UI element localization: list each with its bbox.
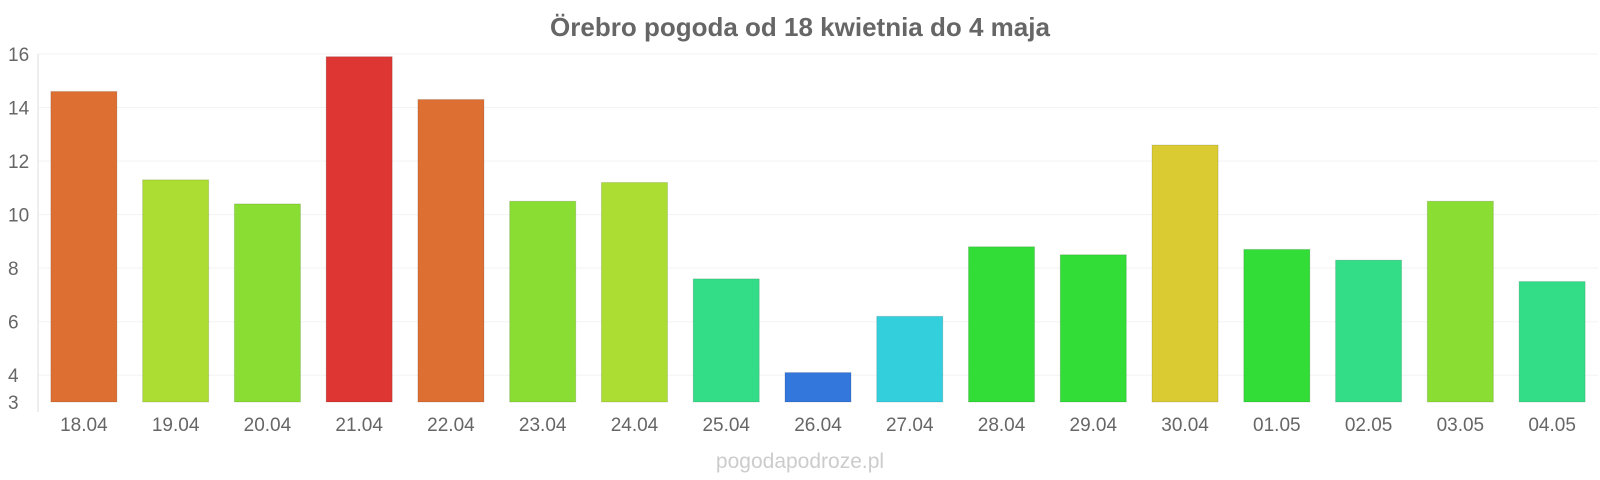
y-tick-label: 8 — [8, 259, 19, 280]
bar-04.05 — [1518, 281, 1586, 403]
chart-title: Örebro pogoda od 18 kwietnia do 4 maja — [550, 12, 1050, 42]
bar-20.04 — [233, 203, 301, 403]
x-tick-label: 28.04 — [978, 415, 1026, 436]
x-tick-label: 25.04 — [702, 415, 750, 436]
bar-23.04 — [509, 200, 577, 403]
bar-22.04 — [417, 99, 485, 403]
bar-03.05 — [1426, 200, 1494, 403]
bar-21.04 — [325, 56, 393, 403]
x-axis-labels: 18.04 19.04 20.04 21.04 22.04 23.04 24.04 25.04… — [60, 415, 1576, 436]
bar-19.04 — [142, 179, 210, 403]
x-tick-label: 03.05 — [1437, 415, 1485, 436]
bar-30.04 — [1151, 144, 1219, 403]
y-tick-label: 12 — [8, 152, 29, 173]
x-tick-label: 20.04 — [244, 415, 292, 436]
y-axis: 3 4 6 8 10 12 14 16 — [8, 45, 39, 414]
bar-24.04 — [600, 181, 669, 403]
y-tick-label: 6 — [8, 313, 19, 334]
y-tick-label: 16 — [8, 45, 29, 66]
bar-chart: 3 4 6 8 10 12 14 16 18.04 19.04 20.04 21.04 22.04 23… — [8, 45, 1598, 436]
x-tick-label: 21.04 — [335, 415, 383, 436]
x-tick-label: 30.04 — [1161, 415, 1209, 436]
bar-02.05 — [1335, 259, 1403, 403]
x-tick-label: 01.05 — [1253, 415, 1301, 436]
x-tick-label: 04.05 — [1528, 415, 1576, 436]
x-tick-label: 23.04 — [519, 415, 567, 436]
x-tick-label: 24.04 — [611, 415, 659, 436]
bar-28.04 — [967, 246, 1036, 403]
bar-25.04 — [692, 278, 760, 403]
bars — [50, 56, 1586, 403]
x-tick-label: 27.04 — [886, 415, 934, 436]
x-tick-label: 29.04 — [1070, 415, 1118, 436]
x-tick-label: 22.04 — [427, 415, 475, 436]
y-tick-label: 14 — [8, 99, 30, 120]
x-tick-label: 18.04 — [60, 415, 108, 436]
bar-27.04 — [876, 315, 944, 403]
y-tick-label: 3 — [8, 393, 19, 414]
watermark: pogodapodroze.pl — [715, 450, 885, 473]
x-tick-label: 02.05 — [1345, 415, 1393, 436]
bar-01.05 — [1243, 248, 1311, 403]
x-tick-label: 26.04 — [794, 415, 842, 436]
bar-26.04 — [784, 372, 852, 403]
bar-29.04 — [1059, 254, 1127, 403]
bar-18.04 — [50, 90, 118, 403]
y-tick-label: 4 — [8, 366, 19, 387]
y-tick-label: 10 — [8, 206, 29, 227]
x-tick-label: 19.04 — [152, 415, 200, 436]
